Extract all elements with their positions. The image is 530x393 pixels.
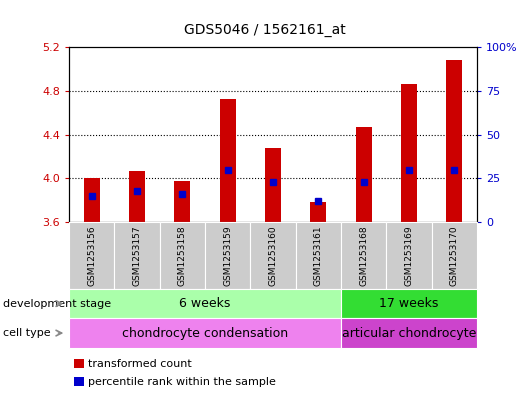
Text: GSM1253161: GSM1253161 [314,225,323,286]
Text: GSM1253168: GSM1253168 [359,225,368,286]
Text: GDS5046 / 1562161_at: GDS5046 / 1562161_at [184,23,346,37]
Text: 17 weeks: 17 weeks [379,297,439,310]
Text: GSM1253156: GSM1253156 [87,225,96,286]
Text: percentile rank within the sample: percentile rank within the sample [88,377,276,387]
Bar [446,60,462,222]
Text: GSM1253160: GSM1253160 [269,225,277,286]
Bar [174,180,190,222]
Bar [356,127,372,222]
Bar [84,178,100,222]
Text: GSM1253158: GSM1253158 [178,225,187,286]
Text: 6 weeks: 6 weeks [179,297,231,310]
Bar [265,148,281,222]
Text: chondrocyte condensation: chondrocyte condensation [122,327,288,340]
Text: articular chondrocyte: articular chondrocyte [342,327,476,340]
Bar [311,202,326,222]
Bar [401,84,417,222]
Text: transformed count: transformed count [88,359,192,369]
Text: GSM1253170: GSM1253170 [450,225,459,286]
Text: GSM1253157: GSM1253157 [132,225,142,286]
Bar [219,99,235,222]
Text: GSM1253159: GSM1253159 [223,225,232,286]
Text: GSM1253169: GSM1253169 [404,225,413,286]
Bar [129,171,145,222]
Text: cell type: cell type [3,328,50,338]
Text: development stage: development stage [3,299,111,309]
